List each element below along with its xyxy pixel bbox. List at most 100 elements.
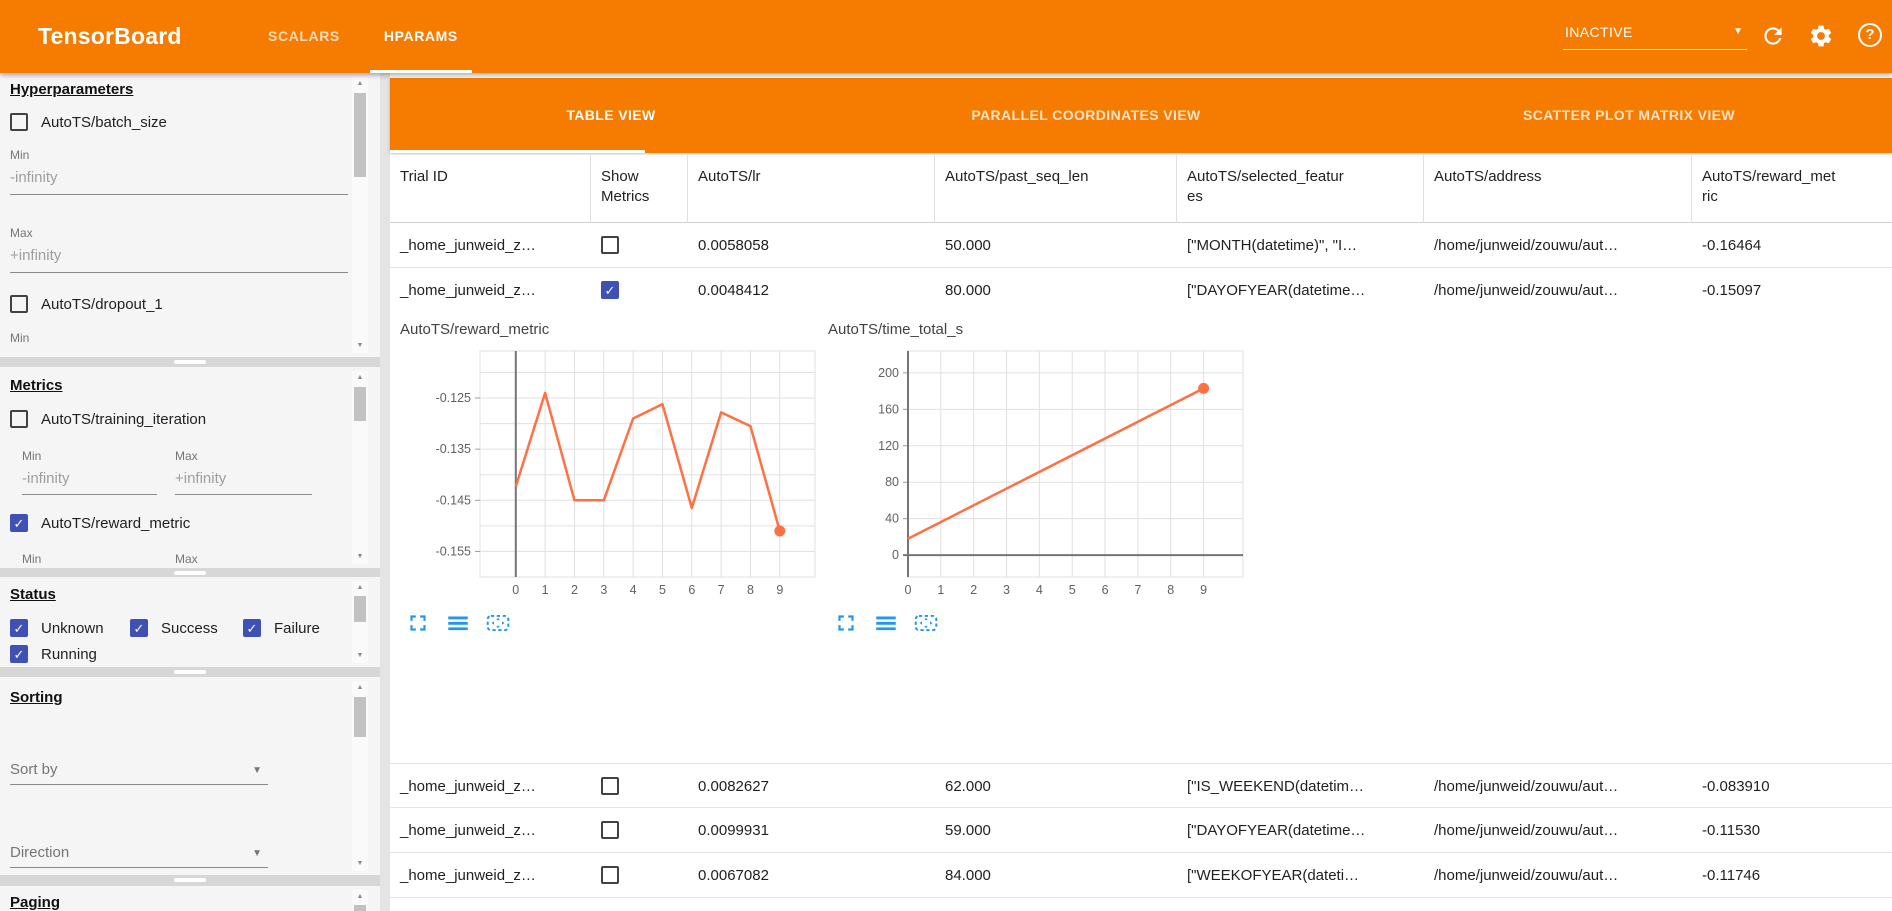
show-metrics-cell (591, 853, 688, 898)
hparam-batch-size-checkbox[interactable] (10, 113, 28, 131)
scrollbar-thumb[interactable] (354, 596, 366, 622)
drag-handle-icon (174, 360, 206, 364)
hparam-dropout-checkbox[interactable] (10, 295, 28, 313)
direction-select[interactable]: Direction ▼ (10, 842, 268, 868)
scrollbar[interactable]: ▲ ▼ (352, 77, 368, 353)
chart-controls (833, 610, 939, 638)
expand-icon[interactable] (833, 610, 859, 636)
hparam-dropout-label: AutoTS/dropout_1 (41, 296, 163, 313)
status-heading: Status (10, 586, 56, 603)
metric-reward-metric-checkbox[interactable]: ✓ (10, 514, 28, 532)
column-header-reward-metric[interactable]: AutoTS/reward_met ric (1702, 168, 1836, 205)
main-content: TABLE VIEW PARALLEL COORDINATES VIEW SCA… (390, 73, 1892, 911)
tab-table-view[interactable]: TABLE VIEW (566, 107, 656, 123)
scrollbar[interactable]: ▲ ▼ (352, 681, 368, 871)
svg-text:4: 4 (1036, 583, 1043, 597)
scrollbar[interactable]: ▲ ▼ (352, 371, 368, 564)
metric-training-iteration-row: AutoTS/training_iteration (10, 410, 206, 433)
paging-heading: Paging (10, 894, 61, 911)
refresh-button[interactable] (1760, 23, 1786, 49)
metric-reward-metric-row: ✓ AutoTS/reward_metric (10, 514, 190, 533)
status-failure-checkbox[interactable]: ✓ (243, 619, 261, 637)
svg-text:1: 1 (542, 583, 549, 597)
nav-tab-hparams[interactable]: HPARAMS (362, 0, 480, 73)
svg-text:3: 3 (1003, 583, 1010, 597)
scrollbar-down-icon[interactable]: ▼ (356, 342, 364, 349)
show-metrics-checkbox[interactable] (601, 866, 619, 884)
reset-zoom-icon[interactable] (913, 610, 939, 636)
view-tabbar: TABLE VIEW PARALLEL COORDINATES VIEW SCA… (390, 78, 1892, 153)
max-input[interactable]: +infinity (175, 470, 312, 495)
section-resize-handle[interactable] (0, 875, 380, 886)
status-failure-row: ✓ Failure (243, 619, 320, 638)
scrollbar-down-icon[interactable]: ▼ (356, 553, 364, 560)
section-resize-handle[interactable] (0, 357, 380, 367)
status-unknown-label: Unknown (41, 620, 104, 637)
scrollbar-thumb[interactable] (354, 387, 366, 421)
max-input[interactable]: +infinity (10, 247, 348, 273)
svg-text:0: 0 (892, 548, 899, 562)
svg-text:-0.155: -0.155 (436, 544, 471, 558)
column-header-trial-id[interactable]: Trial ID (390, 155, 591, 223)
min-input[interactable]: -infinity (10, 169, 348, 195)
section-resize-handle[interactable] (0, 568, 380, 577)
section-metrics: Metrics AutoTS/training_iteration Min -i… (0, 367, 380, 568)
svg-text:3: 3 (600, 583, 607, 597)
status-running-checkbox[interactable]: ✓ (10, 645, 28, 663)
show-metrics-checkbox[interactable]: ✓ (598, 278, 634, 304)
trial-id-cell: _home_junweid_z… (400, 778, 536, 795)
column-header-selected-features[interactable]: AutoTS/selected_featur es (1177, 155, 1424, 223)
reset-zoom-icon[interactable] (485, 610, 511, 636)
scrollbar-up-icon[interactable]: ▲ (356, 584, 364, 591)
scrollbar-up-icon[interactable]: ▲ (356, 80, 364, 87)
expand-icon[interactable] (405, 610, 431, 636)
line-chart: 0 1 2 3 4 5 6 7 8 9 -0.125 -0.135 -0.145 -0.155 (395, 345, 823, 612)
metric-reward-metric-label: AutoTS/reward_metric (41, 515, 191, 532)
column-header-show-metrics[interactable]: Show Metrics (591, 155, 688, 223)
scrollbar[interactable]: ▲ ▼ (352, 581, 368, 663)
settings-button[interactable] (1808, 23, 1834, 49)
scrollbar-down-icon[interactable]: ▼ (356, 860, 364, 867)
tab-scatter-plot-matrix-view[interactable]: SCATTER PLOT MATRIX VIEW (1522, 107, 1736, 123)
scrollbar-thumb[interactable] (354, 93, 366, 177)
scrollbar-up-icon[interactable]: ▲ (356, 893, 364, 900)
selected-features-cell: ["DAYOFYEAR(datetime… (1187, 282, 1366, 299)
section-resize-handle[interactable] (0, 667, 380, 677)
min-input[interactable]: -infinity (22, 470, 157, 495)
table-row: _home_junweid_z… 0.0082627 62.000 ["IS_W… (390, 763, 1892, 808)
sort-by-select[interactable]: Sort by ▼ (10, 759, 268, 785)
scrollbar-up-icon[interactable]: ▲ (356, 684, 364, 691)
hyperparameters-heading: Hyperparameters (10, 81, 134, 98)
status-unknown-checkbox[interactable]: ✓ (10, 619, 28, 637)
svg-text:8: 8 (747, 583, 754, 597)
run-status-value: INACTIVE (1565, 24, 1633, 40)
trial-id-cell: _home_junweid_z… (400, 282, 536, 299)
status-running-label: Running (41, 646, 97, 663)
scrollbar-up-icon[interactable]: ▲ (356, 374, 364, 381)
lines-icon[interactable] (873, 610, 899, 636)
table-row: _home_junweid_z… 0.0058058 50.000 ["MONT… (390, 223, 1892, 268)
lines-icon[interactable] (445, 610, 471, 636)
show-metrics-cell (591, 764, 688, 809)
scrollbar-down-icon[interactable]: ▼ (356, 652, 364, 659)
app-toolbar: TensorBoard SCALARS HPARAMS INACTIVE ▼ ? (0, 0, 1892, 73)
column-header-past-seq-len[interactable]: AutoTS/past_seq_len (935, 155, 1177, 223)
status-success-checkbox[interactable]: ✓ (130, 619, 148, 637)
run-status-select[interactable]: INACTIVE ▼ (1563, 18, 1747, 50)
show-metrics-checkbox[interactable] (601, 236, 619, 254)
metric-training-iteration-checkbox[interactable] (10, 410, 28, 428)
show-metrics-checkbox[interactable] (601, 821, 619, 839)
column-header-address[interactable]: AutoTS/address (1424, 155, 1692, 223)
scrollbar-thumb[interactable] (354, 697, 366, 737)
svg-text:160: 160 (878, 402, 899, 416)
reward-metric-cell: -0.11746 (1702, 867, 1761, 884)
help-button[interactable]: ? (1858, 23, 1884, 49)
tab-parallel-coordinates-view[interactable]: PARALLEL COORDINATES VIEW (971, 107, 1201, 123)
svg-text:9: 9 (776, 583, 783, 597)
nav-tab-scalars[interactable]: SCALARS (268, 28, 340, 44)
column-header-lr[interactable]: AutoTS/lr (688, 155, 935, 223)
metrics-heading: Metrics (10, 377, 63, 394)
show-metrics-checkbox[interactable] (601, 777, 619, 795)
scrollbar-thumb[interactable] (354, 905, 366, 911)
scrollbar[interactable]: ▲ (352, 890, 368, 911)
